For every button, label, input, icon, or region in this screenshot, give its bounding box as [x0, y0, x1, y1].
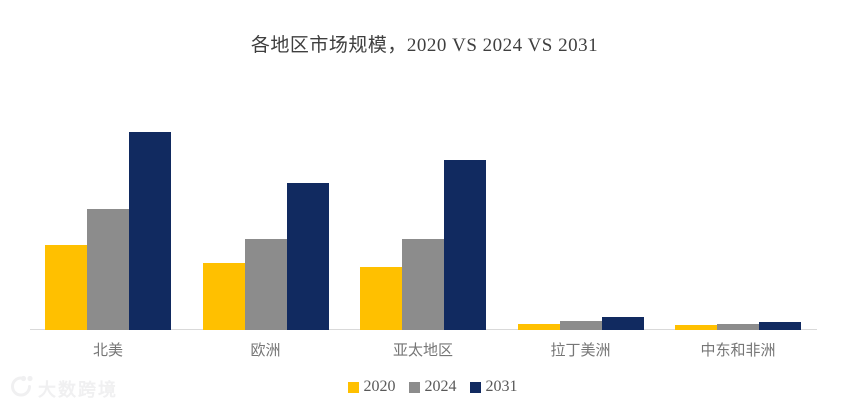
bar-2024-欧洲	[244, 239, 287, 330]
legend-label-2024: 2024	[424, 378, 457, 395]
bar-2020-拉丁美洲	[517, 324, 560, 330]
category-label-欧洲: 欧洲	[250, 342, 281, 359]
legend-swatch-2024	[408, 381, 420, 393]
bar-2031-亚太地区	[444, 160, 486, 330]
chart-title: 各地区市场规模，2020 VS 2024 VS 2031	[250, 35, 599, 56]
bar-2020-欧洲	[202, 263, 245, 330]
legend-label-2031: 2031	[485, 378, 518, 395]
bar-2031-拉丁美洲	[601, 317, 644, 330]
bar-2024-拉丁美洲	[559, 321, 602, 330]
legend-swatch-2020	[347, 381, 359, 393]
category-label-中东和非洲: 中东和非洲	[700, 342, 776, 359]
legend-swatch-2031	[469, 381, 481, 393]
bar-2020-亚太地区	[360, 267, 402, 330]
watermark-logo-icon	[8, 373, 34, 404]
bar-2020-北美	[45, 245, 87, 330]
bar-2031-北美	[129, 132, 171, 330]
legend-item-2020: 2020	[347, 378, 396, 396]
legend: 2020 2024 2031	[347, 378, 518, 396]
legend-item-2031: 2031	[469, 378, 518, 396]
legend-label-2020: 2020	[363, 378, 396, 395]
bar-2024-北美	[87, 209, 129, 330]
category-label-亚太地区: 亚太地区	[392, 342, 453, 359]
category-label-北美: 北美	[92, 342, 123, 359]
bar-2031-中东和非洲	[759, 322, 801, 330]
watermark: 大数跨境	[8, 373, 118, 404]
bar-2020-中东和非洲	[675, 325, 717, 330]
bar-2031-欧洲	[286, 183, 329, 330]
legend-item-2024: 2024	[408, 378, 457, 396]
bar-2024-亚太地区	[402, 239, 444, 330]
bar-2024-中东和非洲	[717, 324, 759, 330]
category-label-拉丁美洲: 拉丁美洲	[550, 342, 611, 359]
watermark-text: 大数跨境	[38, 379, 118, 400]
